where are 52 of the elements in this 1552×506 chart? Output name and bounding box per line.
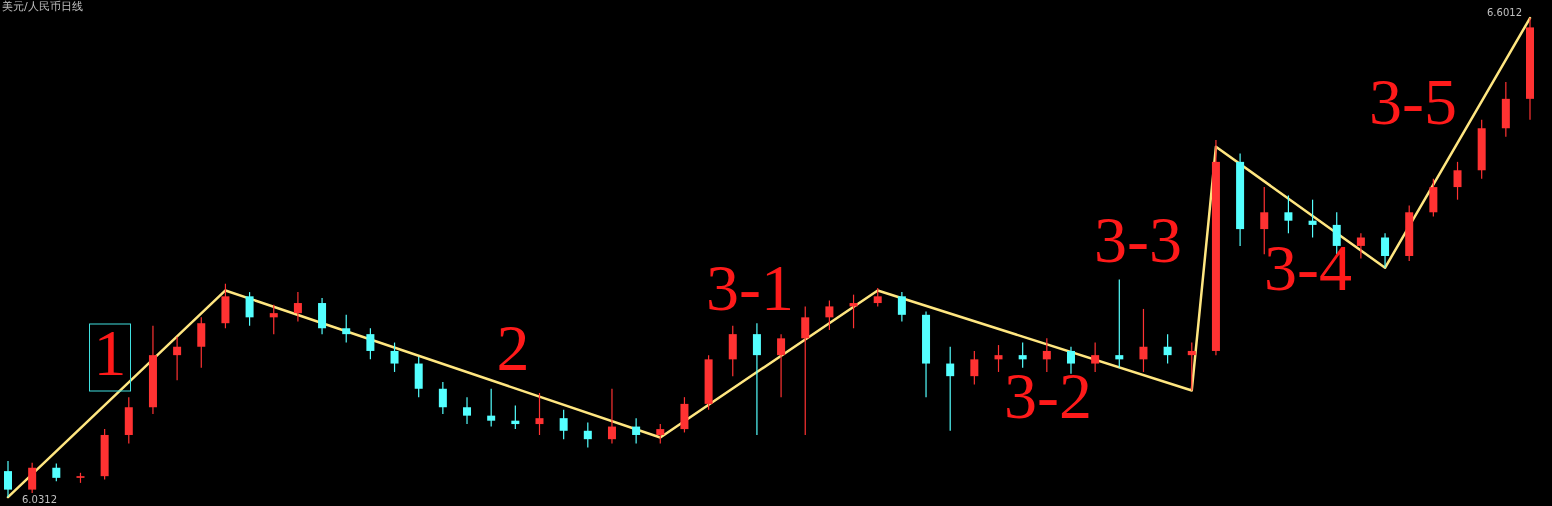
annotation: 2 [496, 311, 530, 384]
candlestick [1284, 194, 1293, 234]
annotation: 3-1 [706, 251, 794, 324]
candlestick [946, 346, 955, 432]
candlestick [656, 423, 665, 444]
candlestick [173, 336, 182, 381]
annotation: 3-5 [1369, 65, 1457, 138]
candlestick [1139, 308, 1148, 373]
candlestick [1042, 337, 1051, 373]
candlestick [752, 322, 761, 436]
candlestick [342, 314, 351, 344]
candlestick [1453, 161, 1462, 201]
candlestick [28, 462, 37, 494]
candlestick [632, 417, 641, 444]
candlestick [269, 304, 278, 335]
candlestick [463, 396, 472, 425]
candlestick [1091, 341, 1100, 373]
candlestick [1381, 232, 1390, 269]
candlestick [607, 388, 616, 444]
candlestick [1163, 333, 1172, 365]
candlestick [245, 291, 254, 327]
candlestick [390, 341, 399, 373]
candlestick [366, 327, 375, 360]
annotation: 6.6012 [1487, 7, 1522, 18]
candlestick [1066, 346, 1075, 375]
chart-title: 美元/人民币日线 [2, 0, 83, 13]
candlestick [487, 388, 496, 428]
annotation: 3-2 [1004, 359, 1092, 432]
candlestick [559, 409, 568, 440]
candlestick [4, 460, 12, 498]
candlestick [583, 421, 592, 449]
annotation: 1 [93, 316, 127, 389]
candlestick [801, 305, 810, 436]
annotation: 6.0312 [22, 494, 57, 505]
candlestick [970, 350, 979, 386]
candlestick [825, 299, 834, 331]
annotation: 3-3 [1094, 203, 1182, 276]
candlestick [1187, 341, 1196, 392]
candlestick [535, 392, 544, 436]
candlestick [777, 333, 786, 398]
candlestick [1356, 232, 1365, 260]
candlestick [897, 291, 906, 323]
candlestick [873, 287, 882, 308]
candlestick [1018, 341, 1027, 369]
candlestick [438, 381, 447, 415]
candlestick [1308, 199, 1317, 239]
candlestick [994, 344, 1003, 373]
candlestick [293, 291, 302, 323]
annotation: 3-4 [1264, 231, 1352, 304]
candlestick [1260, 186, 1269, 255]
candlestick [197, 316, 206, 369]
candlestick [1115, 278, 1124, 369]
